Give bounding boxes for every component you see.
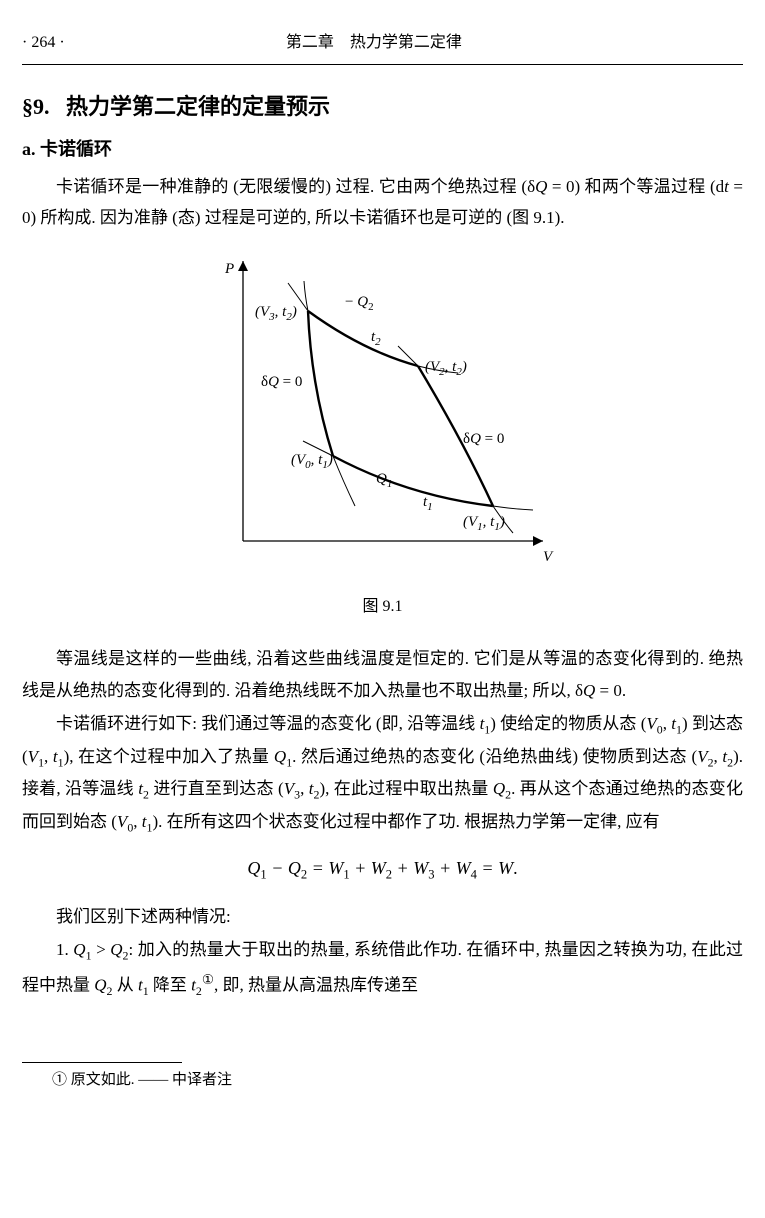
paragraph-3: 卡诺循环进行如下: 我们通过等温的态变化 (即, 沿等温线 t1) 使给定的物质…: [22, 708, 743, 838]
equation-work: Q1 − Q2 = W1 + W2 + W3 + W4 = W.: [22, 852, 743, 887]
label-v1t1: (V1, t1): [463, 514, 505, 533]
section-title: 热力学第二定律的定量预示: [66, 94, 330, 119]
subsection-label: a.: [22, 139, 36, 159]
label-dq0-right: δQ = 0: [463, 431, 504, 447]
figure-carnot-cycle: P V (V3, t2) (V2, t2) (V0, t1) (V1, t1) …: [22, 251, 743, 581]
paragraph-4: 我们区别下述两种情况:: [22, 901, 743, 932]
footnote-rule: [22, 1062, 182, 1063]
label-v2t2: (V2, t2): [425, 359, 467, 378]
section-label: §9.: [22, 94, 50, 119]
carnot-diagram: P V (V3, t2) (V2, t2) (V0, t1) (V1, t1) …: [203, 251, 563, 571]
page-header: · 264 · 第二章 热力学第二定律: [22, 28, 743, 65]
paragraph-2: 等温线是这样的一些曲线, 沿着这些曲线温度是恒定的. 它们是从等温的态变化得到的…: [22, 643, 743, 706]
subsection-heading: a. 卡诺循环: [22, 133, 743, 166]
label-t1: t1: [423, 494, 433, 513]
subsection-title: 卡诺循环: [40, 139, 112, 159]
paragraph-5: 1. Q1 > Q2: 加入的热量大于取出的热量, 系统借此作功. 在循环中, …: [22, 934, 743, 1001]
label-q1: Q1: [376, 471, 392, 490]
chapter-title: 第二章 热力学第二定律: [65, 28, 743, 58]
label-t2: t2: [371, 329, 381, 348]
paragraph-1: 卡诺循环是一种准静的 (无限缓慢的) 过程. 它由两个绝热过程 (δQ = 0)…: [22, 171, 743, 234]
label-minus-q2: − Q2: [345, 294, 374, 313]
label-v0t1: (V0, t1): [291, 452, 333, 471]
label-v3t2: (V3, t2): [255, 304, 297, 323]
label-dq0-left: δQ = 0: [261, 374, 302, 390]
page-number: · 264 ·: [22, 28, 65, 58]
section-heading: §9. 热力学第二定律的定量预示: [22, 87, 743, 128]
axis-p-label: P: [224, 261, 234, 277]
figure-caption: 图 9.1: [22, 592, 743, 622]
axis-v-label: V: [543, 549, 554, 565]
footnote-marker: ①: [202, 972, 214, 987]
footnote-1: ① 原文如此. —— 中译者注: [22, 1067, 743, 1095]
